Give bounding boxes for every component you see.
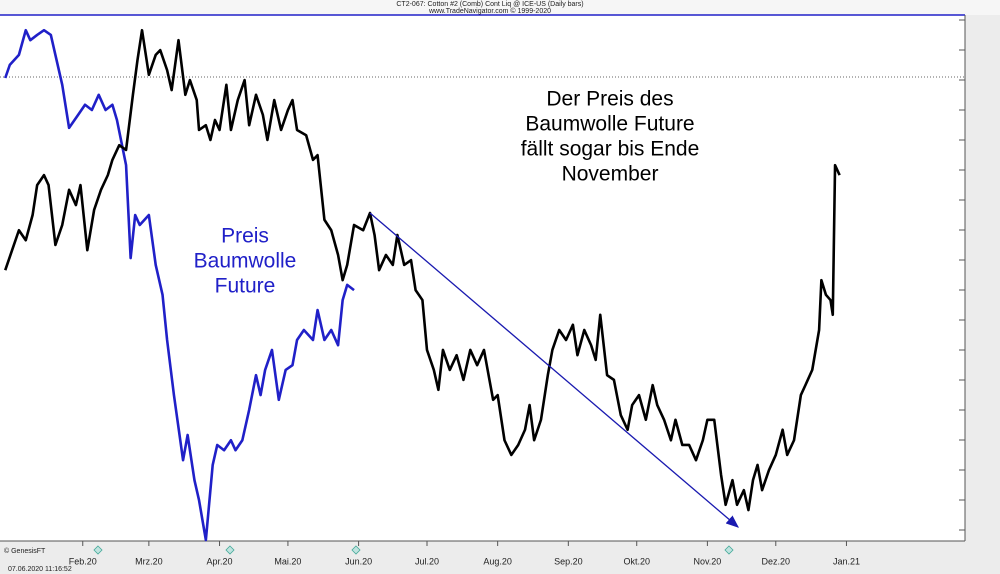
event-markers: [93, 545, 734, 555]
event-marker: [351, 545, 361, 555]
event-marker: [225, 545, 235, 555]
trend-arrow: [369, 212, 739, 528]
annotation: Preis: [221, 225, 269, 248]
x-tick-label: Nov.20: [693, 556, 721, 566]
annotation: November: [562, 163, 659, 186]
annotation: Baumwolle Future: [525, 113, 694, 136]
annotation: fällt sogar bis Ende: [521, 138, 700, 161]
title-band: [0, 0, 1000, 15]
x-tick-label: Sep.20: [554, 556, 583, 566]
series-layer: [4, 28, 841, 542]
x-tick-label: Jan.21: [833, 556, 860, 566]
plot-area: [0, 15, 965, 541]
right-axis-ticks: [959, 19, 965, 531]
annotation: Baumwolle: [194, 250, 297, 273]
x-tick-label: Dez.20: [762, 556, 791, 566]
event-marker: [93, 545, 103, 555]
event-marker: [724, 545, 734, 555]
x-tick-label: Aug.20: [483, 556, 512, 566]
series-line: [4, 28, 841, 512]
x-tick-label: Mrz.20: [135, 556, 163, 566]
x-tick-label: Mai.20: [274, 556, 301, 566]
series-line: [4, 28, 355, 542]
timestamp: 07.06.2020 11:16:52: [8, 566, 72, 573]
chart-subtitle: www.TradeNavigator.com © 1999-2020: [428, 7, 551, 15]
chart-title: CT2-067: Cotton #2 (Comb) Cont Liq @ ICE…: [396, 1, 583, 8]
x-tick-label: Apr.20: [207, 556, 233, 566]
x-tick-label: Jun.20: [345, 556, 372, 566]
x-tick-label: Feb.20: [69, 556, 97, 566]
x-tick-label: Okt.20: [623, 556, 650, 566]
x-tick-label: Jul.20: [415, 556, 439, 566]
annotation: Future: [215, 275, 276, 298]
source: © GenesisFT: [4, 547, 46, 555]
annotation: Der Preis des: [546, 88, 673, 111]
